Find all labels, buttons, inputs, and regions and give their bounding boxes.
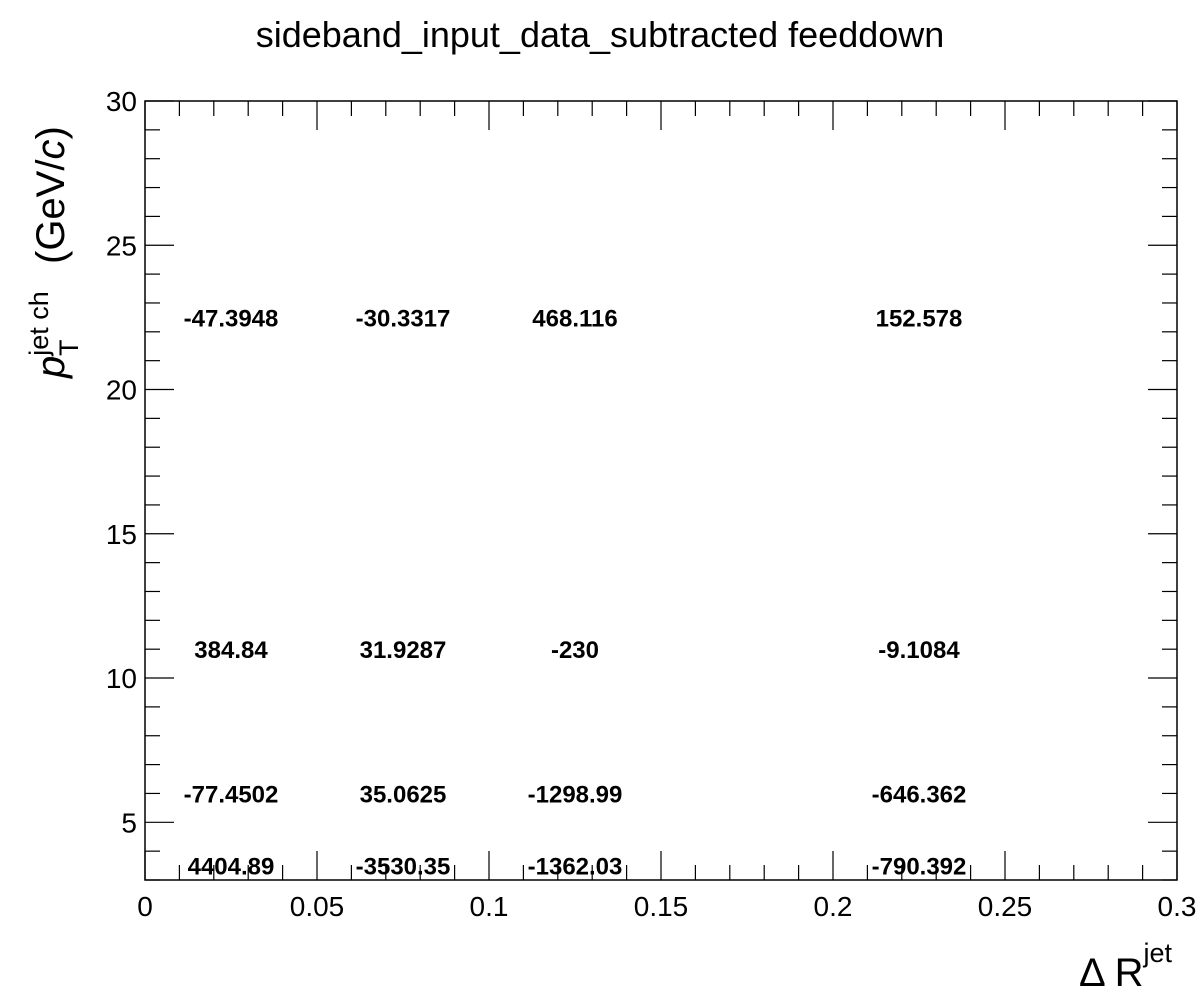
y-axis: 5 10 15 20 25 30 <box>106 86 1177 881</box>
bin-value-label: -30.3317 <box>356 305 451 332</box>
y-tick-label: 5 <box>121 807 137 838</box>
x-tick-label: 0.05 <box>290 891 345 922</box>
bin-content-labels: 4404.89 -3530.35 -1362.03 -790.392 -77.4502 3… <box>184 305 967 880</box>
bin-value-label: -230 <box>551 637 599 664</box>
x-tick-label: 0.3 <box>1158 891 1197 922</box>
bin-value-label: -77.4502 <box>184 781 279 808</box>
x-axis-label-sup: jet <box>1142 938 1172 968</box>
bin-value-label: -646.362 <box>872 781 967 808</box>
x-tick-label: 0.15 <box>634 891 689 922</box>
y-tick-label: 20 <box>106 375 137 406</box>
plot-frame <box>144 100 1178 881</box>
x-tick-label: 0 <box>137 891 153 922</box>
bin-value-label: 152.578 <box>876 305 963 332</box>
bin-value-label: -9.1084 <box>878 637 960 664</box>
bin-value-label: -1298.99 <box>528 781 623 808</box>
svg-text:pjet ch: pjet ch <box>24 291 73 379</box>
bin-value-label: 35.0625 <box>360 781 447 808</box>
x-axis: 0 0.05 0.1 0.15 0.2 0.25 0.3 <box>137 101 1196 922</box>
y-axis-label-unit-c: c <box>29 140 73 160</box>
y-axis-label-unit-suffix: ) <box>29 126 73 139</box>
y-tick-label: 15 <box>106 519 137 550</box>
y-axis-label-unit-prefix: (GeV/ <box>29 159 73 264</box>
x-tick-label: 0.25 <box>978 891 1033 922</box>
y-axis-label-sup: jet ch <box>24 291 54 357</box>
y-axis-label-p: p <box>29 356 73 379</box>
y-tick-label: 10 <box>106 663 137 694</box>
bin-value-label: -3530.35 <box>356 854 451 881</box>
y-tick-label: 25 <box>106 230 137 261</box>
x-tick-label: 0.2 <box>814 891 853 922</box>
bin-value-label: -1362.03 <box>528 854 623 881</box>
bin-value-label: 468.116 <box>532 305 617 332</box>
chart-title: sideband_input_data_subtracted feeddown <box>256 14 945 55</box>
bin-value-label: 31.9287 <box>360 637 447 664</box>
bin-value-label: -47.3948 <box>184 305 279 332</box>
y-axis-label-sub: T <box>54 340 84 357</box>
x-tick-label: 0.1 <box>470 891 509 922</box>
svg-text:(GeV/c): (GeV/c) <box>29 126 73 264</box>
y-axis-label: pjet ch T (GeV/c) <box>24 126 84 379</box>
y-tick-label: 30 <box>106 86 137 117</box>
x-axis-label-main: Δ R <box>1079 951 1144 995</box>
bin-value-label: 4404.89 <box>188 854 275 881</box>
x-axis-label: Δ Rjet <box>1079 938 1173 995</box>
bin-value-label: -790.392 <box>872 854 967 881</box>
bin-value-label: 384.84 <box>194 637 268 664</box>
